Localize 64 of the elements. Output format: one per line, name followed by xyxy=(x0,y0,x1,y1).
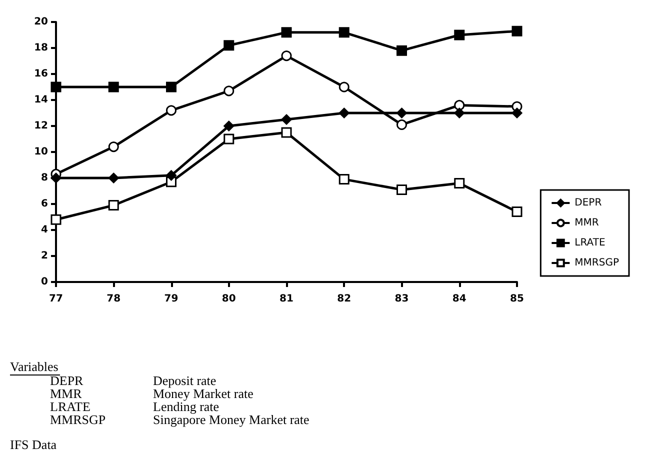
y-tick-label: 20 xyxy=(34,16,48,28)
point xyxy=(454,30,465,40)
point xyxy=(50,82,62,92)
point xyxy=(396,45,407,56)
point xyxy=(224,134,234,144)
point xyxy=(338,27,350,38)
x-tick-label: 84 xyxy=(452,294,466,304)
point xyxy=(281,114,292,125)
x-tick-label: 85 xyxy=(510,294,524,304)
point xyxy=(512,108,522,118)
y-tick-label: 4 xyxy=(41,224,48,236)
point xyxy=(224,120,234,132)
point xyxy=(512,26,522,36)
y-tick-label: 2 xyxy=(41,250,48,262)
point xyxy=(281,50,292,62)
y-tick-label: 10 xyxy=(34,146,48,158)
y-tick-label: 14 xyxy=(34,94,48,106)
y-tick-label: 18 xyxy=(34,42,48,54)
point xyxy=(50,172,62,184)
legend-label: LRATE xyxy=(574,238,606,248)
text: LRATE xyxy=(50,399,90,414)
y-tick-label: 6 xyxy=(41,198,48,210)
x-tick-label: 82 xyxy=(337,294,352,304)
x-tick-label: 83 xyxy=(394,294,409,304)
y-tick-label: 8 xyxy=(41,172,48,184)
point xyxy=(396,184,407,195)
point xyxy=(338,82,350,92)
point xyxy=(224,86,234,96)
point xyxy=(166,105,176,116)
point xyxy=(50,214,62,225)
point xyxy=(396,119,407,130)
point xyxy=(454,100,465,110)
x-tick-label: 81 xyxy=(280,294,294,304)
point xyxy=(396,108,407,118)
x-tick-label: 80 xyxy=(222,294,236,304)
point xyxy=(338,174,350,185)
text: Variables xyxy=(10,359,58,374)
point xyxy=(454,178,465,188)
text: MMRSGP xyxy=(50,412,106,427)
text: IFS Data xyxy=(10,437,57,452)
point xyxy=(108,200,119,211)
y-tick-label: 12 xyxy=(34,120,48,132)
y-tick-label: 16 xyxy=(34,68,48,80)
x-tick-label: 77 xyxy=(49,294,63,304)
legend-label: DEPR xyxy=(574,198,602,208)
point xyxy=(338,108,350,118)
point xyxy=(512,206,522,218)
text: MMR xyxy=(50,386,82,401)
y-tick-label: 0 xyxy=(41,276,48,288)
point xyxy=(281,27,292,38)
point xyxy=(108,142,119,152)
point xyxy=(166,170,176,181)
point xyxy=(454,108,465,118)
point xyxy=(281,127,292,138)
legend-label: MMRSGP xyxy=(574,258,620,268)
x-tick-label: 79 xyxy=(164,294,178,304)
point xyxy=(224,40,234,51)
point xyxy=(166,82,176,92)
point xyxy=(108,82,119,92)
text: Deposit rate xyxy=(153,373,216,388)
point xyxy=(108,172,119,184)
text: DEPR xyxy=(50,373,84,388)
x-tick-label: 78 xyxy=(106,294,121,304)
legend-label: MMR xyxy=(574,218,599,228)
